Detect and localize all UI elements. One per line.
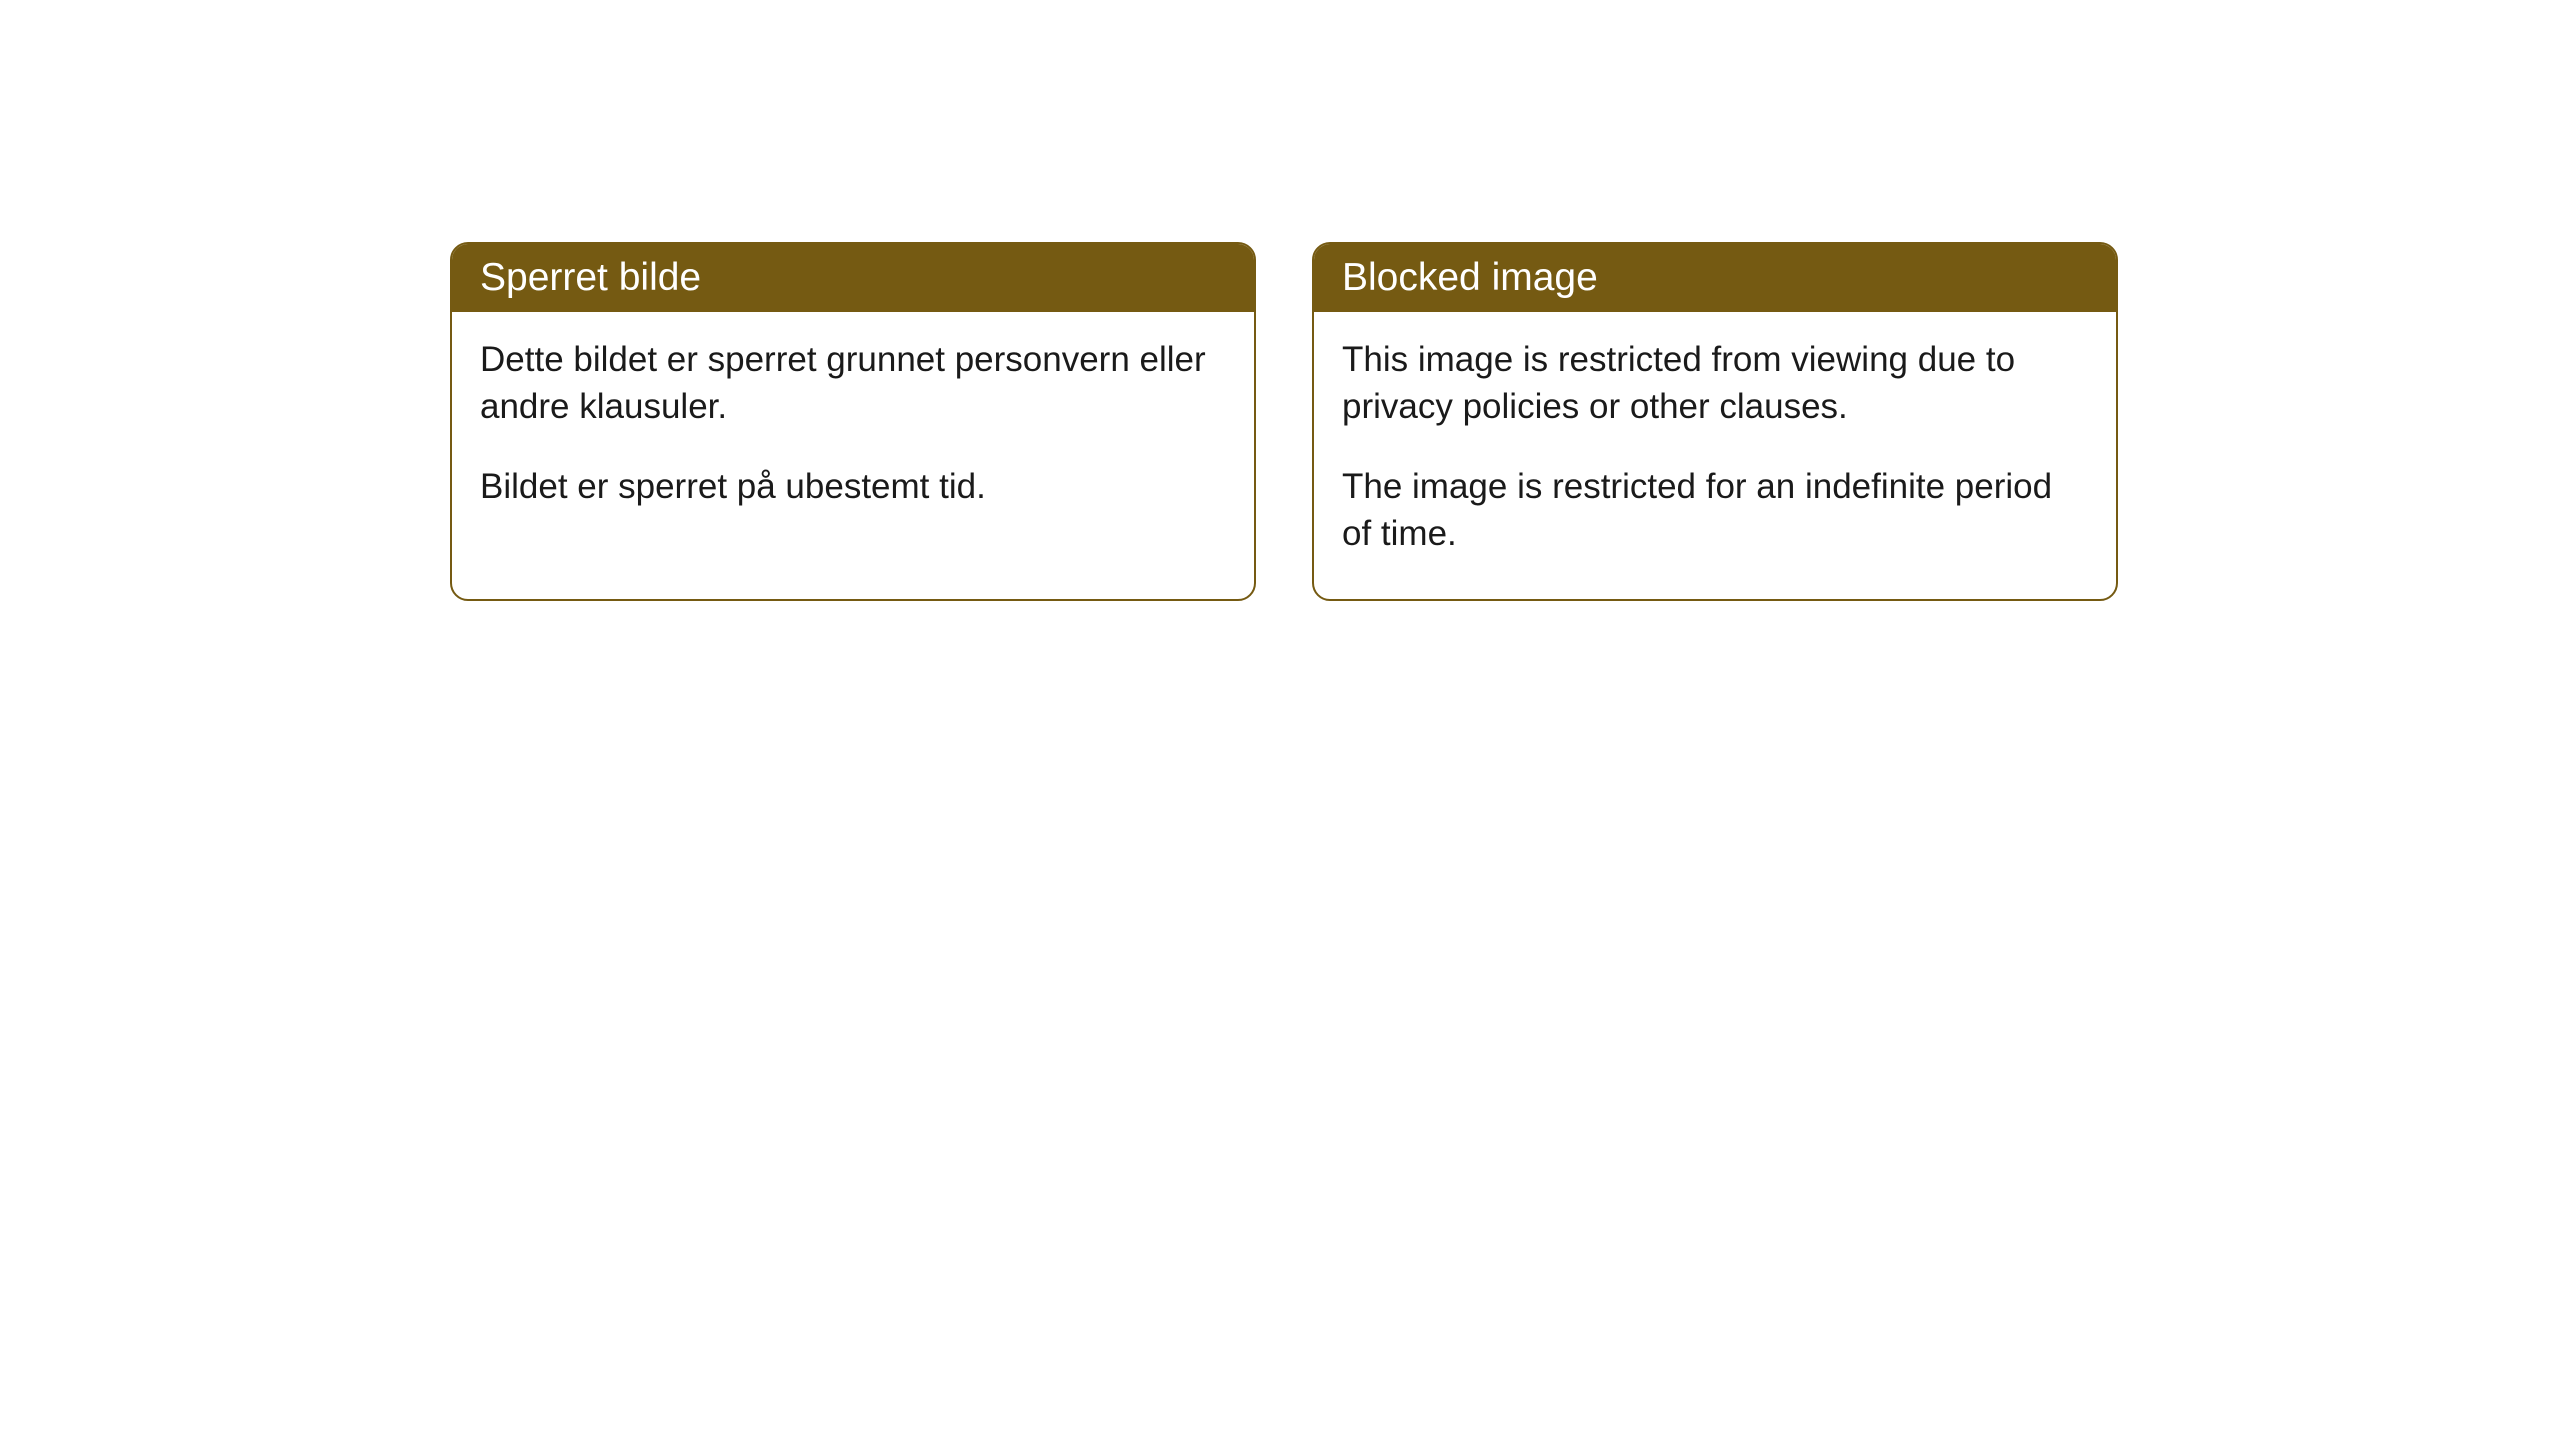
card-title-norwegian: Sperret bilde (480, 256, 701, 299)
card-title-english: Blocked image (1342, 256, 1598, 299)
blocked-image-card-english: Blocked image This image is restricted f… (1312, 242, 2118, 601)
card-paragraph1-english: This image is restricted from viewing du… (1342, 336, 2088, 431)
card-paragraph2-english: The image is restricted for an indefinit… (1342, 463, 2088, 558)
card-header-norwegian: Sperret bilde (452, 244, 1254, 312)
blocked-image-card-norwegian: Sperret bilde Dette bildet er sperret gr… (450, 242, 1256, 601)
card-body-english: This image is restricted from viewing du… (1314, 312, 2116, 599)
card-header-english: Blocked image (1314, 244, 2116, 312)
card-body-norwegian: Dette bildet er sperret grunnet personve… (452, 312, 1254, 552)
card-paragraph1-norwegian: Dette bildet er sperret grunnet personve… (480, 336, 1226, 431)
card-paragraph2-norwegian: Bildet er sperret på ubestemt tid. (480, 463, 1226, 510)
cards-container: Sperret bilde Dette bildet er sperret gr… (0, 0, 2560, 601)
